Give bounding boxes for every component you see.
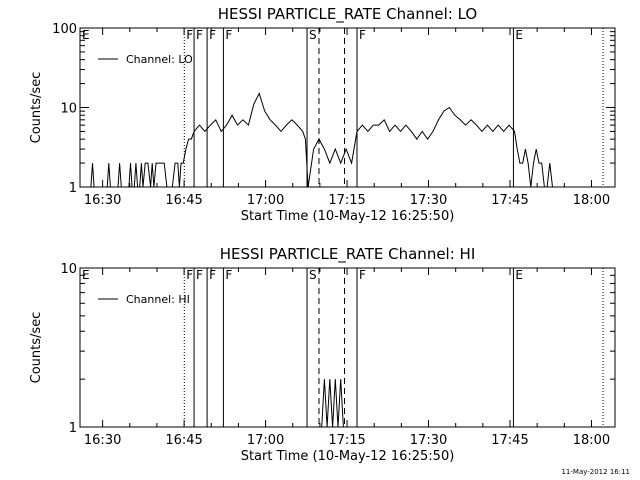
panel-channel-lo: HESSI PARTICLE_RATE Channel: LO 16:30 16:4… [29, 5, 616, 224]
y-tick-label: 1 [69, 181, 77, 196]
legend-label: Channel: LO [126, 53, 193, 66]
x-tick-label: 17:30 [410, 433, 447, 448]
x-tick-label: 17:45 [491, 433, 528, 448]
y-tick-label: 10 [60, 102, 77, 117]
event-marker-label: F [359, 28, 366, 42]
y-axis-label: Counts/sec [29, 312, 44, 384]
x-axis-label: Start Time (10-May-12 16:25:50) [241, 449, 455, 464]
series-line-channello [80, 92, 558, 188]
event-marker-label: E [515, 268, 523, 282]
y-tick-label: 100 [52, 22, 77, 37]
event-marker-label: F [196, 28, 203, 42]
event-marker-label: F [359, 268, 366, 282]
x-axis-label: Start Time (10-May-12 16:25:50) [241, 209, 455, 224]
y-tick-label: 10 [60, 262, 77, 277]
event-marker-label: F [209, 268, 216, 282]
event-marker-label: S [309, 28, 317, 42]
event-marker-label: F [209, 28, 216, 42]
x-tick-label: 16:45 [165, 433, 202, 448]
event-marker-label: E [82, 268, 90, 282]
event-marker-label: F [186, 28, 193, 42]
event-marker-label: S [309, 268, 317, 282]
event-marker-label: F [186, 268, 193, 282]
x-tick-label: 17:30 [410, 193, 447, 208]
legend-label: Channel: HI [126, 293, 190, 306]
x-tick-label: 18:00 [573, 433, 610, 448]
x-tick-label: 17:00 [247, 433, 284, 448]
event-marker-label: F [225, 28, 232, 42]
panel-channel-hi: HESSI PARTICLE_RATE Channel: HI 16:30 16:4… [29, 245, 616, 464]
event-marker-label: F [225, 268, 232, 282]
x-tick-label: 18:00 [573, 193, 610, 208]
x-tick-label: 16:45 [165, 193, 202, 208]
y-tick-label: 1 [69, 421, 77, 436]
chart-title: HESSI PARTICLE_RATE Channel: LO [218, 5, 477, 24]
x-tick-label: 17:15 [328, 193, 365, 208]
chart-title: HESSI PARTICLE_RATE Channel: HI [220, 245, 476, 264]
event-marker-label: F [196, 268, 203, 282]
x-tick-label: 17:45 [491, 193, 528, 208]
x-tick-label: 17:00 [247, 193, 284, 208]
event-marker-label: E [515, 28, 523, 42]
series-line-channelhi [80, 379, 615, 428]
y-axis-label: Counts/sec [29, 72, 44, 144]
x-tick-label: 17:15 [328, 433, 365, 448]
x-tick-label: 16:30 [84, 193, 121, 208]
event-marker-label: E [82, 28, 90, 42]
x-tick-label: 16:30 [84, 433, 121, 448]
footer-timestamp: 11-May-2012 16:11 [561, 468, 630, 476]
